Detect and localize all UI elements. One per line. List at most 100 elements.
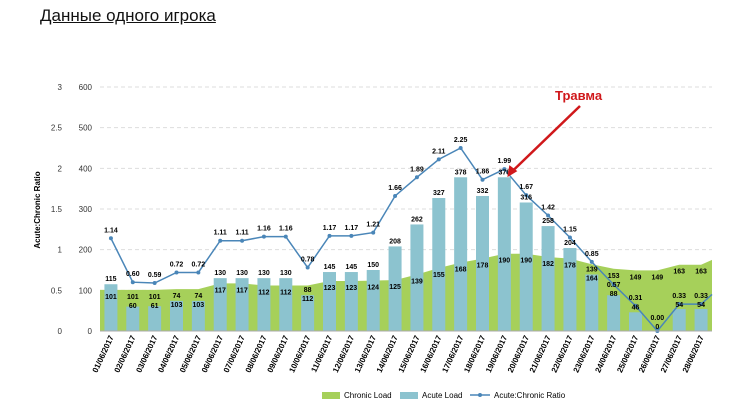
acute-load-bar (476, 195, 489, 331)
load-tick-label: 100 (79, 286, 93, 295)
acute-load-bar (629, 312, 642, 331)
chronic-data-label: 163 (695, 269, 707, 276)
chronic-data-label: 178 (564, 263, 576, 270)
ratio-point (414, 175, 419, 180)
ratio-data-label: 1.99 (498, 158, 512, 165)
ratio-point (546, 213, 551, 218)
ratio-tick-label: 1 (58, 246, 63, 255)
acute-load-bar (279, 278, 293, 331)
legend-swatch-chronic (322, 392, 340, 399)
arrowhead-icon (507, 165, 518, 178)
ratio-data-label: 0.00 (651, 315, 665, 322)
ratio-point (261, 234, 266, 239)
ratio-data-label: 0.72 (192, 261, 206, 268)
ratio-point (108, 236, 113, 241)
chronic-data-label: 103 (171, 302, 183, 309)
x-tick-label: 18/06/2017 (462, 334, 487, 375)
ratio-point (174, 270, 179, 275)
ratio-point (327, 233, 332, 238)
chronic-data-label: 117 (236, 287, 247, 294)
acute-load-bar (126, 306, 140, 331)
acute-data-label: 145 (324, 264, 336, 271)
chronic-data-label: 112 (302, 296, 313, 303)
chronic-data-label: 190 (520, 258, 532, 265)
chronic-data-label: 139 (411, 278, 423, 285)
load-tick-label: 200 (79, 246, 93, 255)
ratio-point (240, 238, 245, 243)
acute-data-label: 88 (610, 291, 618, 298)
x-tick-label: 14/06/2017 (375, 334, 400, 375)
acute-load-bar (388, 246, 402, 331)
acute-data-label: 0 (655, 324, 659, 331)
legend-swatch-acute (400, 392, 418, 399)
chronic-data-label: 124 (367, 285, 379, 292)
acute-data-label: 88 (304, 287, 312, 294)
x-tick-label: 22/06/2017 (550, 334, 575, 375)
x-tick-label: 12/06/2017 (331, 334, 356, 375)
chronic-data-label: 182 (542, 261, 554, 268)
acute-data-label: 332 (477, 188, 489, 195)
acute-data-label: 378 (455, 169, 467, 176)
x-tick-label: 20/06/2017 (506, 334, 531, 375)
acute-data-label: 130 (258, 270, 270, 277)
ratio-data-label: 1.16 (257, 226, 271, 233)
ratio-tick-label: 1.5 (51, 205, 63, 214)
load-tick-label: 500 (79, 124, 93, 133)
load-tick-label: 400 (79, 164, 93, 173)
ratio-data-label: 1.17 (323, 225, 337, 232)
legend-label: Acute Load (422, 391, 462, 400)
legend-label: Acute:Chronic Ratio (494, 391, 566, 400)
ratio-data-label: 1.17 (345, 225, 359, 232)
chronic-data-label: 168 (455, 267, 467, 274)
x-tick-label: 11/06/2017 (309, 334, 334, 374)
acute-load-bar (454, 177, 468, 331)
ratio-data-label: 1.89 (410, 166, 424, 173)
acute-load-bar (301, 295, 315, 331)
acute-load-bar (672, 309, 686, 331)
acute-load-bar (541, 226, 555, 331)
ratio-point (305, 265, 310, 270)
ratio-point (589, 259, 594, 264)
ratio-point (283, 234, 288, 239)
y-axis-label: Acute:Chronic Ratio (33, 171, 42, 248)
acute-data-label: 262 (411, 216, 423, 223)
acute-load-bar (366, 270, 380, 331)
ratio-data-label: 1.42 (541, 205, 555, 212)
ratio-tick-label: 3 (58, 83, 63, 92)
chronic-data-label: 155 (433, 272, 445, 279)
ratio-point (502, 167, 507, 172)
legend-marker (478, 393, 482, 397)
legend-label: Chronic Load (344, 391, 392, 400)
ratio-point (436, 157, 441, 162)
acute-load-bar (257, 278, 271, 331)
ratio-point (480, 177, 485, 182)
acute-data-label: 54 (675, 302, 683, 309)
x-tick-label: 01/06/2017 (91, 334, 116, 375)
chronic-data-label: 149 (652, 274, 664, 281)
ratio-data-label: 2.11 (432, 148, 445, 155)
page-title: Данные одного игрока (40, 6, 216, 25)
chronic-data-label: 117 (215, 287, 226, 294)
acute-data-label: 204 (564, 240, 576, 247)
acute-data-label: 139 (586, 266, 598, 273)
ratio-data-label: 1.66 (388, 185, 402, 192)
acute-data-label: 130 (236, 270, 248, 277)
ratio-data-label: 0.85 (585, 251, 599, 258)
chronic-data-label: 125 (389, 284, 401, 291)
ratio-data-label: 0.59 (148, 272, 162, 279)
acute-data-label: 130 (214, 270, 226, 277)
chronic-data-label: 101 (105, 294, 117, 301)
annotation-label: Травма (555, 88, 603, 103)
x-tick-label: 05/06/2017 (178, 334, 203, 375)
x-tick-label: 06/06/2017 (200, 334, 225, 375)
ratio-data-label: 1.21 (366, 222, 380, 229)
ratio-point (152, 281, 157, 286)
chronic-data-label: 163 (673, 269, 685, 276)
ratio-tick-label: 2 (58, 164, 63, 173)
x-tick-label: 25/06/2017 (615, 334, 640, 375)
ratio-data-label: 1.11 (214, 230, 227, 237)
acute-data-label: 130 (280, 270, 292, 277)
x-tick-label: 04/06/2017 (156, 334, 181, 375)
ratio-tick-label: 0.5 (51, 286, 63, 295)
